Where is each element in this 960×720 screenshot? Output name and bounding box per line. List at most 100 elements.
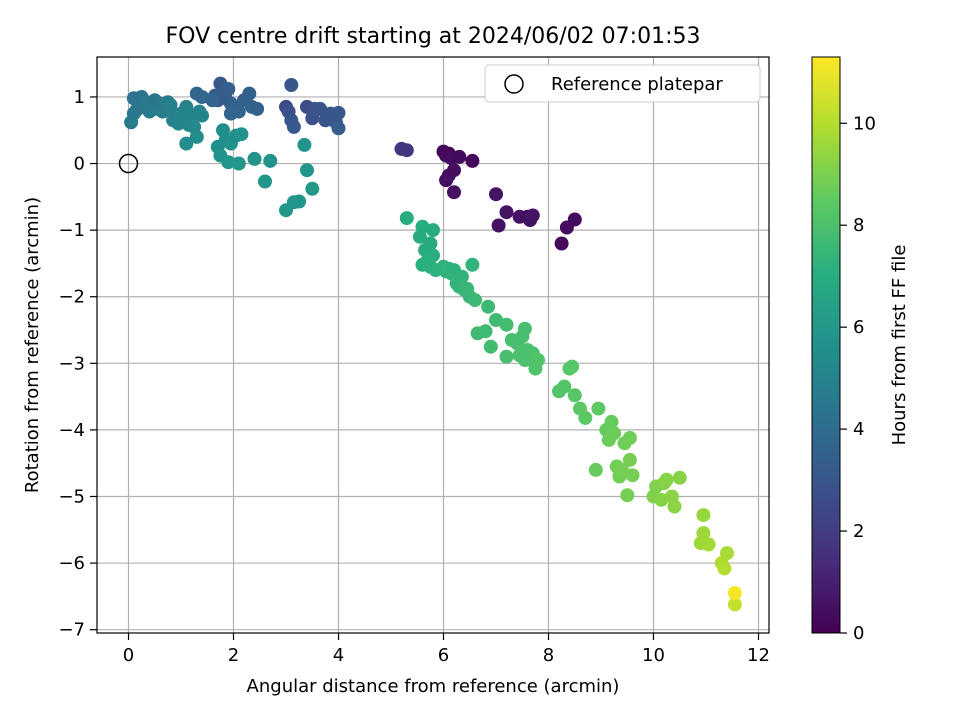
y-tick-label: 0 (74, 154, 85, 175)
data-point (517, 321, 532, 336)
data-point (531, 353, 545, 367)
colorbar-tick-label: 4 (853, 419, 864, 440)
data-point (231, 156, 246, 171)
data-point (258, 174, 272, 189)
x-tick-label: 10 (642, 645, 665, 666)
y-tick-label: −7 (58, 620, 85, 641)
colorbar-tick-label: 2 (853, 521, 864, 542)
data-point (399, 143, 414, 158)
y-tick-label: −2 (58, 287, 85, 308)
colorbar-gradient (811, 56, 841, 634)
data-point (554, 236, 569, 251)
data-point (622, 430, 637, 445)
data-point (672, 470, 687, 485)
data-point (126, 106, 141, 121)
data-point (717, 561, 732, 576)
data-point (607, 426, 622, 441)
x-tick-label: 0 (123, 645, 134, 666)
data-point (247, 151, 262, 166)
data-point (163, 97, 178, 112)
data-point (313, 101, 328, 116)
data-point (415, 219, 430, 234)
colorbar-tick-label: 6 (853, 317, 864, 338)
data-point (499, 205, 514, 220)
data-point (454, 269, 469, 284)
data-point (234, 127, 249, 142)
data-point (727, 586, 742, 600)
x-axis-label: Angular distance from reference (arcmin) (247, 676, 620, 697)
data-point (300, 163, 314, 178)
data-point (654, 492, 669, 507)
data-point (696, 526, 711, 541)
y-tick-label: −3 (58, 353, 85, 374)
x-tick-label: 2 (228, 645, 239, 666)
data-point (447, 185, 461, 200)
data-point (491, 218, 506, 233)
data-point (452, 149, 467, 164)
x-tick-label: 8 (543, 645, 554, 666)
data-point (483, 339, 498, 354)
data-point (221, 155, 236, 170)
plot-area: 0 2 4 6 8 10 12 10−1−2−3−4−5−6−7 (58, 56, 770, 666)
data-point (667, 499, 682, 514)
data-point (423, 236, 438, 251)
data-point (727, 597, 742, 612)
data-point (615, 462, 629, 477)
data-point (465, 257, 480, 272)
data-point (331, 105, 346, 120)
x-tick-label: 4 (333, 645, 344, 666)
colorbar-tick-label: 8 (853, 215, 864, 236)
data-points (124, 76, 742, 612)
data-point (297, 137, 312, 152)
colorbar-ticks: 0 2 4 6 8 10 (840, 113, 876, 644)
data-point (557, 379, 572, 394)
data-point (205, 93, 220, 108)
legend-box (484, 64, 761, 103)
x-axis-ticks: 0 2 4 6 8 10 12 (123, 633, 770, 666)
data-point (659, 472, 674, 487)
data-point (468, 293, 482, 308)
data-point (250, 101, 265, 116)
y-tick-label: −5 (58, 486, 85, 507)
data-point (489, 313, 503, 327)
data-point (331, 121, 346, 136)
data-point (426, 248, 440, 263)
reference-platepar-marker (118, 153, 139, 174)
data-point (625, 468, 640, 483)
legend: Reference platepar (484, 64, 761, 103)
data-point (284, 78, 299, 92)
data-point (499, 349, 514, 364)
y-axis-label: Rotation from reference (arcmin) (22, 197, 43, 493)
data-point (292, 194, 307, 209)
data-point (567, 212, 582, 227)
data-point (565, 359, 580, 374)
colorbar-label: Hours from first FF file (889, 245, 910, 446)
data-point (465, 153, 480, 168)
data-point (489, 187, 503, 202)
y-axis-ticks: 1 0 −1 −2 −3 −4 −5 −6 −7 (58, 87, 97, 641)
data-point (426, 223, 440, 238)
data-point (305, 181, 320, 196)
data-point (221, 82, 236, 96)
data-point (525, 208, 540, 223)
data-point (696, 508, 711, 523)
colorbar: 0 2 4 6 8 10 Hours from first FF file (811, 56, 910, 644)
colorbar-tick-label: 10 (853, 113, 876, 134)
data-point (720, 546, 734, 561)
legend-entry-reference-platepar: Reference platepar (551, 74, 723, 95)
plot-frame (96, 56, 770, 634)
y-tick-label: −1 (58, 220, 85, 241)
data-point (399, 211, 414, 226)
data-point (578, 410, 593, 425)
y-tick-label: −4 (58, 420, 85, 441)
data-point (242, 86, 257, 101)
chart-title: FOV centre drift starting at 2024/06/02 … (166, 24, 701, 49)
data-point (620, 488, 635, 503)
data-point (499, 317, 514, 332)
y-tick-label: 1 (74, 87, 85, 108)
data-point (195, 108, 209, 123)
data-point (286, 119, 301, 134)
data-point (478, 324, 493, 339)
data-point (189, 129, 204, 144)
